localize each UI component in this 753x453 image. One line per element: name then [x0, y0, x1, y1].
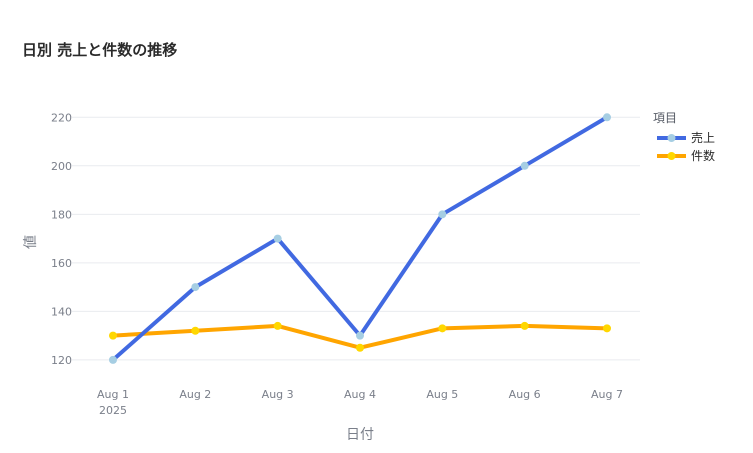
x-tick-label: Aug 1 [97, 388, 129, 401]
legend-label: 売上 [691, 130, 715, 145]
data-point[interactable] [356, 331, 364, 340]
series [109, 113, 611, 364]
data-point[interactable] [109, 331, 117, 340]
x-tick-label: Aug 7 [591, 388, 623, 401]
series-件数 [109, 321, 611, 352]
x-axis-title: 日付 [346, 427, 374, 443]
data-point[interactable] [520, 161, 529, 170]
x-tick-labels: Aug 1 Aug 2 Aug 3 Aug 4 Aug 5 Aug 6 Aug 7 2025 [97, 388, 623, 417]
y-axis-title: 値 [23, 235, 39, 249]
data-point[interactable] [191, 283, 200, 292]
series-売上 [109, 113, 611, 364]
chart-title: 日別 売上と件数の推移 [22, 41, 177, 59]
data-point[interactable] [109, 355, 117, 364]
legend-item[interactable]: 件数 [657, 148, 715, 163]
y-tick-label: 160 [51, 257, 72, 270]
data-point[interactable] [603, 113, 611, 122]
data-point[interactable] [438, 210, 447, 219]
y-tick-labels: 120 140 160 180 200 220 [51, 111, 72, 367]
data-point[interactable] [191, 326, 200, 335]
x-tick-year-label: 2025 [99, 404, 127, 417]
x-tick-label: Aug 4 [344, 388, 376, 401]
data-point[interactable] [603, 324, 611, 333]
x-tick-label: Aug 5 [426, 388, 458, 401]
y-tick-label: 180 [51, 208, 72, 221]
grid [72, 116, 640, 361]
data-point[interactable] [520, 321, 529, 330]
x-tick-label: Aug 6 [509, 388, 541, 401]
y-tick-label: 120 [51, 354, 72, 367]
data-point[interactable] [273, 321, 282, 330]
y-tick-label: 200 [51, 160, 72, 173]
legend-title: 項目 [653, 111, 677, 125]
data-point[interactable] [356, 343, 364, 352]
legend-swatch-marker [667, 134, 676, 142]
y-tick-label: 140 [51, 305, 72, 318]
legend-item[interactable]: 売上 [657, 130, 715, 145]
data-point[interactable] [273, 234, 282, 243]
y-tick-label: 220 [51, 111, 72, 124]
legend-swatch-marker [667, 152, 676, 160]
x-tick-label: Aug 3 [262, 388, 294, 401]
data-point[interactable] [438, 324, 447, 333]
x-tick-label: Aug 2 [179, 388, 211, 401]
series-line [111, 115, 609, 362]
legend-label: 件数 [691, 148, 715, 163]
